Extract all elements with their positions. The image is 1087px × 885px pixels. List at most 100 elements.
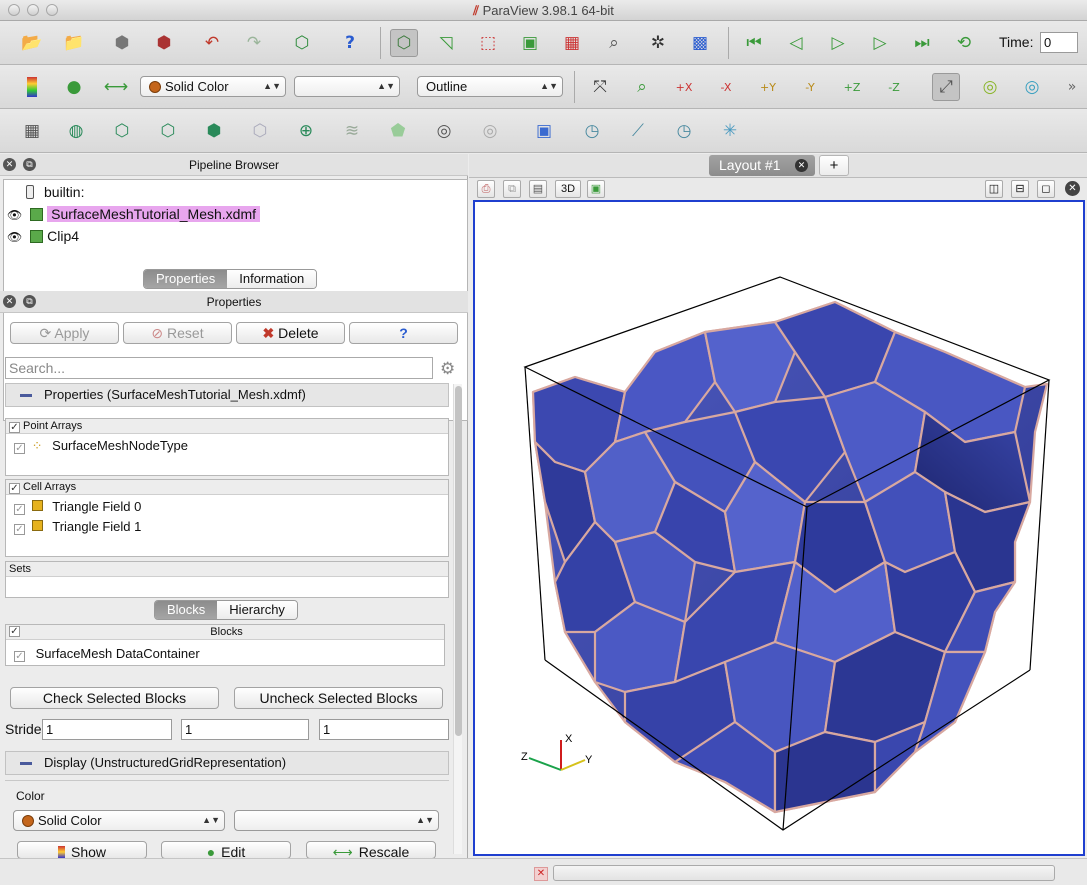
search-input[interactable]: Search... <box>5 357 433 379</box>
representation-select[interactable]: Outline ▲▼ <box>417 76 563 97</box>
rotate-center-icon[interactable]: ◎ <box>982 77 998 97</box>
close-dock-icon[interactable]: ✕ <box>3 295 16 308</box>
uncheck-selected-blocks-button[interactable]: Uncheck Selected Blocks <box>234 687 443 709</box>
load-state-icon[interactable]: ⬢ <box>114 33 130 53</box>
camera-link-icon[interactable]: ⧉ <box>503 180 521 198</box>
pipeline-item-mesh[interactable]: 👁 SurfaceMeshTutorial_Mesh.xdmf <box>7 204 261 224</box>
close-view-icon[interactable]: ✕ <box>1065 181 1080 196</box>
camera-icon[interactable]: ▣ <box>587 180 605 198</box>
close-window-button[interactable] <box>8 4 20 16</box>
calculator-icon[interactable]: ▦ <box>23 121 41 141</box>
edit-color-map-button[interactable]: ● Edit <box>161 841 291 859</box>
render-view[interactable]: X Z Y <box>473 200 1085 856</box>
view-minus-z-button[interactable]: -Z <box>888 80 900 94</box>
cell-array-item[interactable]: ✓ Triangle Field 0 <box>14 499 142 515</box>
select-cells-icon[interactable]: ◹ <box>439 33 453 53</box>
toggle-3d-button[interactable]: 3D <box>555 180 581 198</box>
point-array-item[interactable]: ✓ ⁘ SurfaceMeshNodeType <box>14 438 189 454</box>
loop-icon[interactable]: ⟲ <box>956 33 972 53</box>
apply-button[interactable]: ⟳ Apply <box>10 322 119 344</box>
float-dock-icon[interactable]: ⧉ <box>23 158 36 171</box>
extract-subset-icon[interactable]: ⬡ <box>252 121 268 141</box>
help-icon[interactable]: ? <box>345 33 355 53</box>
slice-icon[interactable]: ⬡ <box>160 121 176 141</box>
add-layout-button[interactable]: + <box>819 155 849 176</box>
extract-level-icon[interactable]: ◎ <box>482 121 498 141</box>
save-state-icon[interactable]: ⬢ <box>156 33 172 53</box>
split-vertical-icon[interactable]: ⊟ <box>1011 180 1029 198</box>
color-by-select[interactable]: Solid Color ▲▼ <box>140 76 286 97</box>
maximize-icon[interactable]: ◻ <box>1037 180 1055 198</box>
stream-tracer-icon[interactable]: ≋ <box>344 121 360 141</box>
stride-input-x[interactable]: 1 <box>42 719 172 740</box>
contour-icon[interactable]: ◍ <box>68 121 84 141</box>
zoom-to-data-icon[interactable]: ⌕ <box>637 77 647 97</box>
interact-icon[interactable]: ⬡ <box>390 29 418 57</box>
camera-reset-icon[interactable]: ▩ <box>691 33 709 53</box>
pipeline-item-clip4[interactable]: 👁 Clip4 <box>7 228 80 244</box>
undo-icon[interactable]: ↶ <box>204 33 220 53</box>
properties-section-header[interactable]: Properties (SurfaceMeshTutorial_Mesh.xdm… <box>5 383 449 407</box>
split-horizontal-icon[interactable]: ◫ <box>985 180 1003 198</box>
clip-closed-icon[interactable]: ✳ <box>722 121 738 141</box>
tab-hierarchy[interactable]: Hierarchy <box>217 601 297 619</box>
view-minus-x-button[interactable]: -X <box>720 80 732 94</box>
stride-input-z[interactable]: 1 <box>319 719 449 740</box>
view-plus-y-button[interactable]: +Y <box>760 80 776 94</box>
minimize-window-button[interactable] <box>27 4 39 16</box>
open-icon[interactable]: 📂 <box>21 33 43 53</box>
capture-icon[interactable]: ⎙ <box>477 180 495 198</box>
blocks-header[interactable]: ✓ Blocks <box>6 625 444 640</box>
cell-array-item[interactable]: ✓ Triangle Field 1 <box>14 519 142 535</box>
prev-frame-icon[interactable]: ◁ <box>789 33 803 53</box>
select-frustum-icon[interactable]: ▦ <box>563 33 581 53</box>
plot-over-line-icon[interactable]: ◷ <box>584 121 600 141</box>
first-frame-icon[interactable]: ⏮ <box>746 33 762 53</box>
component-select[interactable]: ▲▼ <box>294 76 400 97</box>
connect-icon[interactable]: ⬡ <box>294 33 310 53</box>
center-axes-icon[interactable]: ⤢ <box>932 73 960 101</box>
color-map-icon[interactable] <box>18 73 46 101</box>
play-icon[interactable]: ▷ <box>831 33 845 53</box>
check-selected-blocks-button[interactable]: Check Selected Blocks <box>10 687 219 709</box>
close-dock-icon[interactable]: ✕ <box>3 158 16 171</box>
properties-scrollbar[interactable] <box>453 384 462 854</box>
tab-information[interactable]: Information <box>227 270 317 288</box>
help-button[interactable]: ? <box>349 322 458 344</box>
group-icon[interactable]: ◎ <box>436 121 452 141</box>
color-component-select[interactable]: ▲▼ <box>234 810 439 831</box>
view-plus-z-button[interactable]: +Z <box>843 80 861 94</box>
gear-icon[interactable]: ⚙ <box>440 359 456 378</box>
pick-icon[interactable]: ✲ <box>650 33 666 53</box>
time-input[interactable]: 0 <box>1040 32 1078 53</box>
next-frame-icon[interactable]: ▷ <box>873 33 887 53</box>
clip-icon[interactable]: ⬡ <box>114 121 130 141</box>
tab-blocks[interactable]: Blocks <box>155 601 218 619</box>
histogram-icon[interactable]: ◷ <box>676 121 692 141</box>
color-select[interactable]: Solid Color ▲▼ <box>13 810 225 831</box>
show-scalar-bar-button[interactable]: Show <box>17 841 147 859</box>
tab-properties[interactable]: Properties <box>144 270 228 288</box>
block-item[interactable]: ✓ SurfaceMesh DataContainer <box>14 646 200 662</box>
reset-button[interactable]: ⊘ Reset <box>123 322 232 344</box>
select-surface-icon[interactable]: ▣ <box>521 33 539 53</box>
last-frame-icon[interactable]: ⏭ <box>914 33 930 53</box>
visibility-eye-icon[interactable]: 👁 <box>7 208 23 222</box>
pipeline-item-builtin[interactable]: builtin: <box>26 182 84 202</box>
plot-data-icon[interactable]: ⟋ <box>632 121 644 141</box>
open-folder-icon[interactable]: 📁 <box>63 33 85 53</box>
delete-button[interactable]: ✖ Delete <box>236 322 345 344</box>
view-minus-y-button[interactable]: -Y <box>805 80 815 94</box>
pick-center-icon[interactable]: ◎ <box>1024 77 1040 97</box>
abort-icon[interactable]: ✕ <box>534 867 548 881</box>
zoom-window-button[interactable] <box>46 4 58 16</box>
view-plus-x-button[interactable]: +X <box>675 80 693 94</box>
select-points-icon[interactable]: ⬚ <box>479 33 497 53</box>
glyph-icon[interactable]: ⊕ <box>298 121 314 141</box>
scalar-bar-icon[interactable]: ● <box>66 77 82 97</box>
point-arrays-header[interactable]: ✓ Point Arrays <box>6 419 448 434</box>
rescale-range-icon[interactable]: ⟷ <box>103 77 129 97</box>
float-dock-icon[interactable]: ⧉ <box>23 295 36 308</box>
overflow-chevron-icon[interactable]: » <box>1067 79 1077 95</box>
zoom-select-icon[interactable]: ⌕ <box>609 33 619 53</box>
